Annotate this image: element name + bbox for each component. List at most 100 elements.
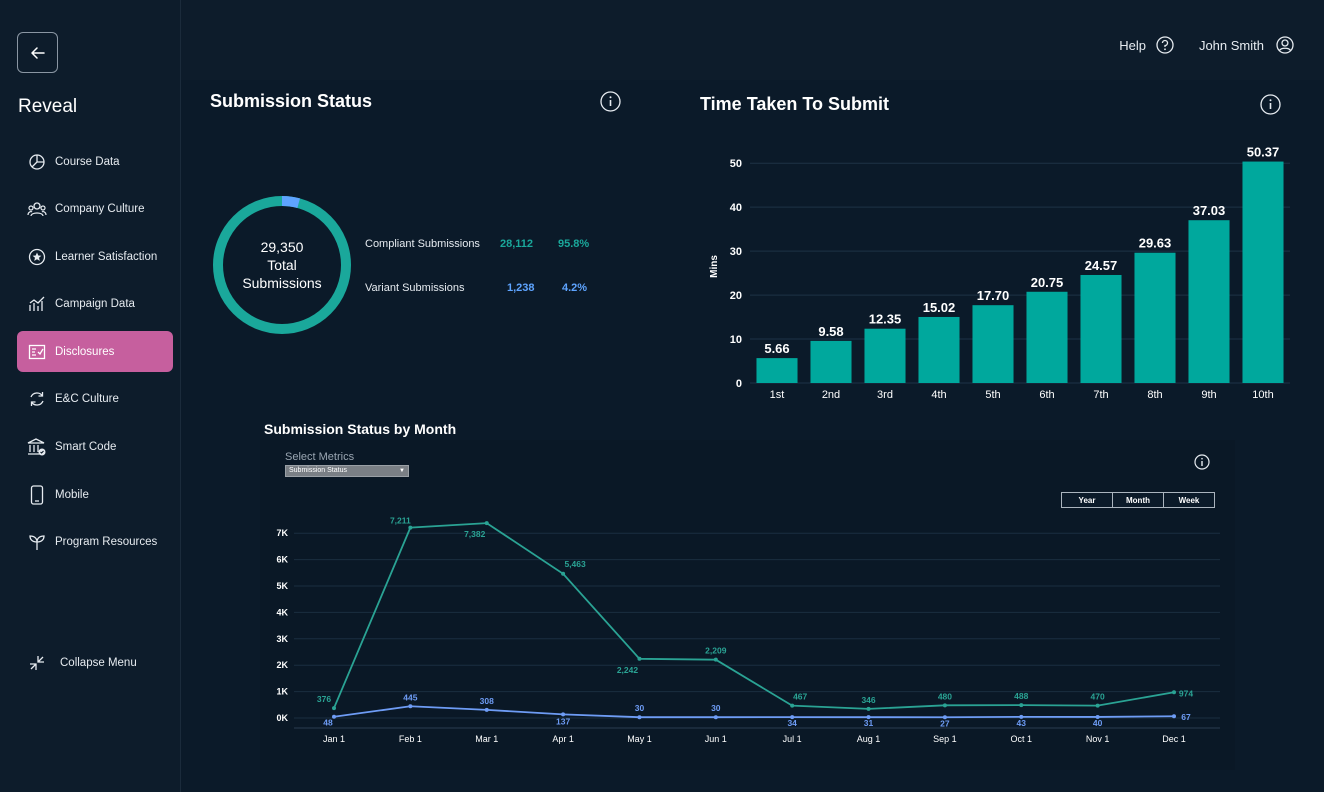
y-tick-label: 3K <box>276 634 288 644</box>
x-tick-label: 10th <box>1252 389 1273 401</box>
top-header: Help John Smith <box>181 0 1324 80</box>
legend-compliant: Compliant Submissions 28,112 95.8% <box>365 238 589 250</box>
sidebar-item-company-culture[interactable]: Company Culture <box>17 189 173 230</box>
sidebar-item-label: Program Resources <box>55 536 158 549</box>
series-line <box>333 705 1175 719</box>
line-chart-icon <box>27 294 47 314</box>
bar-value-label: 9.58 <box>818 324 843 339</box>
sidebar-item-learner-satisfaction[interactable]: Learner Satisfaction <box>17 236 173 277</box>
bar-value-label: 24.57 <box>1085 258 1118 273</box>
bar <box>864 328 906 383</box>
info-icon[interactable] <box>1260 94 1281 115</box>
x-tick-label: 6th <box>1039 389 1054 401</box>
data-point <box>1095 714 1100 719</box>
data-point <box>1019 714 1024 719</box>
x-tick-label: 7th <box>1093 389 1108 401</box>
sprout-icon <box>27 532 47 552</box>
range-toggle: Year Month Week <box>1061 492 1215 508</box>
sidebar-item-campaign-data[interactable]: Campaign Data <box>17 284 173 325</box>
bar-value-label: 29.63 <box>1139 236 1172 251</box>
data-point <box>637 715 642 720</box>
monthly-chart-title: Submission Status by Month <box>264 421 457 437</box>
help-button[interactable]: Help <box>1119 36 1174 54</box>
sidebar-nav: Course Data Company Culture Learner Sati… <box>17 141 173 569</box>
data-point <box>713 715 718 720</box>
y-tick-label: 30 <box>730 246 742 258</box>
y-tick-label: 0 <box>736 378 742 390</box>
collapse-menu-button[interactable]: Collapse Menu <box>28 654 137 672</box>
back-button[interactable] <box>17 32 58 73</box>
data-label: 488 <box>1014 691 1028 701</box>
submission-status-title: Submission Status <box>210 91 373 111</box>
x-tick-label: 8th <box>1147 389 1162 401</box>
data-label: 7,211 <box>390 516 411 526</box>
data-label: 5,463 <box>564 559 586 569</box>
bar <box>1134 252 1176 383</box>
data-point <box>332 706 336 711</box>
y-tick-label: 7K <box>276 528 288 538</box>
legend-percent: 95.8% <box>558 238 590 250</box>
data-point <box>408 704 413 709</box>
x-tick-label: Mar 1 <box>475 734 498 744</box>
data-point <box>866 706 871 711</box>
time-chart-title: Time Taken To Submit <box>700 94 890 114</box>
y-tick-label: 5K <box>276 581 288 591</box>
app-name: Reveal <box>18 96 78 117</box>
bar <box>972 305 1014 383</box>
x-tick-label: Feb 1 <box>399 734 422 744</box>
sidebar-item-label: Mobile <box>55 488 89 501</box>
x-tick-label: Apr 1 <box>552 734 574 744</box>
sidebar-item-course-data[interactable]: Course Data <box>17 141 173 182</box>
data-point <box>866 715 871 720</box>
sidebar-item-smart-code[interactable]: Smart Code <box>17 427 173 468</box>
series-line <box>333 522 1175 710</box>
bar <box>918 316 960 383</box>
x-tick-label: Nov 1 <box>1086 734 1110 744</box>
sidebar-item-program-resources[interactable]: Program Resources <box>17 522 173 563</box>
chart-pie-icon <box>27 152 47 172</box>
donut-variant-slice <box>213 196 351 334</box>
x-tick-label: 1st <box>770 389 785 401</box>
data-point <box>1095 703 1100 708</box>
checklist-icon <box>27 342 47 362</box>
sidebar-item-label: Learner Satisfaction <box>55 250 158 263</box>
legend-percent: 4.2% <box>562 282 588 294</box>
select-metrics-label: Select Metrics <box>285 451 355 463</box>
collapse-icon <box>30 656 44 670</box>
bar-value-label: 5.66 <box>764 341 789 356</box>
data-point <box>942 715 947 720</box>
x-tick-label: 2nd <box>822 389 840 401</box>
data-label: 27 <box>940 718 950 728</box>
info-icon[interactable] <box>1194 454 1210 470</box>
help-label: Help <box>1119 37 1146 53</box>
sidebar-item-label: Disclosures <box>55 345 115 358</box>
data-label: 30 <box>711 703 721 713</box>
submission-donut: 29,350 Total Submissions <box>213 196 351 334</box>
data-label: 7,382 <box>464 529 486 539</box>
user-name: John Smith <box>1198 37 1264 53</box>
metrics-dropdown[interactable]: Submission Status ▼ <box>285 465 409 477</box>
data-point <box>484 521 489 526</box>
data-label: 480 <box>938 691 952 701</box>
bar-value-label: 12.35 <box>869 312 902 327</box>
collapse-menu-label: Collapse Menu <box>60 657 137 669</box>
data-point <box>713 657 718 662</box>
donut-total-label-2: Submissions <box>242 275 321 291</box>
legend-label: Variant Submissions <box>365 282 465 294</box>
range-week-button[interactable]: Week <box>1163 492 1215 508</box>
sidebar-item-ec-culture[interactable]: E&C Culture <box>17 379 173 420</box>
data-point <box>484 707 489 712</box>
x-tick-label: Jun 1 <box>705 734 727 744</box>
user-menu[interactable]: John Smith <box>1199 36 1294 54</box>
legend-variant: Variant Submissions 1,238 4.2% <box>365 282 587 294</box>
data-point <box>1172 690 1176 695</box>
sidebar-item-disclosures[interactable]: Disclosures <box>17 331 173 373</box>
help-icon <box>1156 36 1174 54</box>
data-point <box>790 715 795 720</box>
info-icon[interactable] <box>600 91 621 112</box>
data-label: 376 <box>317 694 331 704</box>
sidebar-item-mobile[interactable]: Mobile <box>17 474 173 515</box>
bar-value-label: 15.02 <box>923 300 956 315</box>
time-bar-chart: 0 10 20 30 40 50 Mins 5.66 1st 9.58 2nd 12.35 3rd 15.… <box>709 145 1290 401</box>
data-label: 137 <box>556 716 570 726</box>
